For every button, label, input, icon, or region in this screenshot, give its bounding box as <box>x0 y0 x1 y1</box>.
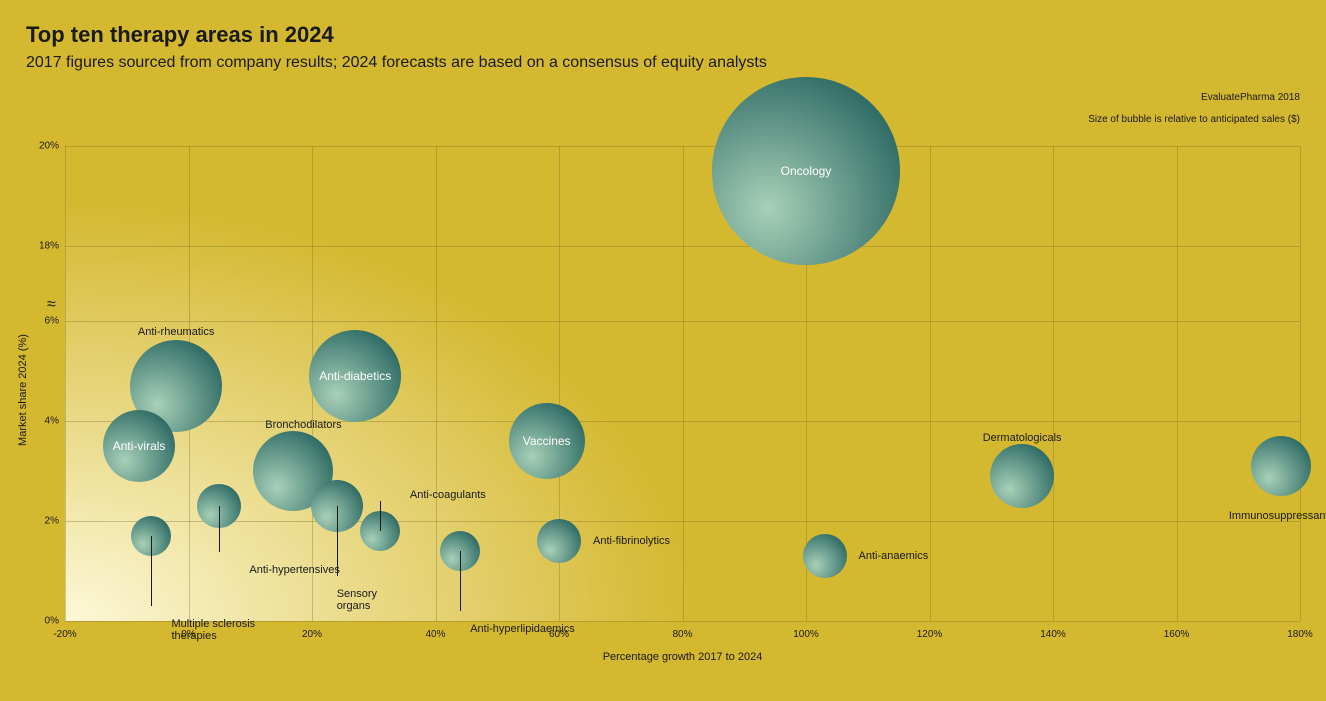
x-tick-label: 80% <box>672 629 692 640</box>
x-tick-label: 160% <box>1164 629 1190 640</box>
gridline-vertical <box>436 146 437 621</box>
bubble-anti-anaemics <box>803 534 847 578</box>
leader-line <box>460 551 461 611</box>
plot-area: Oncology Anti-rheumatics Anti-diabetics Vac… <box>65 146 1300 621</box>
bubble-label: Anti-hypertensives <box>249 564 340 576</box>
bubble-label: Dermatologicals <box>972 432 1072 444</box>
x-axis-label: Percentage growth 2017 to 2024 <box>603 651 763 663</box>
y-tick-label: 6% <box>35 316 59 327</box>
y-tick-label: 18% <box>35 241 59 252</box>
gridline-vertical <box>930 146 931 621</box>
bubble-dermatologicals <box>990 444 1054 508</box>
legend-note: Size of bubble is relative to anticipate… <box>1088 114 1300 125</box>
bubble-anti-fibrinolytics <box>537 519 581 563</box>
gridline-vertical <box>1177 146 1178 621</box>
bubble-label: Anti-virals <box>113 439 166 453</box>
gridline-horizontal <box>65 321 1300 322</box>
gridline-vertical <box>1300 146 1301 621</box>
x-tick-label: 0% <box>181 629 195 640</box>
leader-line <box>219 506 220 552</box>
x-tick-label: 40% <box>425 629 445 640</box>
x-tick-label: 180% <box>1287 629 1313 640</box>
bubble-label: Anti-coagulants <box>410 489 486 501</box>
y-tick-label: 20% <box>35 141 59 152</box>
x-tick-label: 120% <box>917 629 943 640</box>
source-attribution: EvaluatePharma 2018 <box>1201 92 1300 103</box>
y-axis-label: Market share 2024 (%) <box>17 334 29 446</box>
x-tick-label: 100% <box>793 629 819 640</box>
x-tick-label: 20% <box>302 629 322 640</box>
bubble-label: Sensoryorgans <box>337 588 377 612</box>
axis-break-icon: ≈ <box>47 296 52 314</box>
bubble-label: Anti-fibrinolytics <box>593 535 670 547</box>
gridline-vertical <box>65 146 66 621</box>
leader-line <box>151 536 152 606</box>
gridline-horizontal <box>65 421 1300 422</box>
gridline-vertical <box>1053 146 1054 621</box>
x-tick-label: 140% <box>1040 629 1066 640</box>
y-tick-label: 2% <box>35 516 59 527</box>
bubble-label: Anti-rheumatics <box>126 326 226 338</box>
chart-subtitle: 2017 figures sourced from company result… <box>26 54 767 72</box>
bubble-label: Vaccines <box>523 434 571 448</box>
bubble-label: Anti-diabetics <box>319 369 391 383</box>
bubble-label: Immunosuppressants <box>1221 510 1326 522</box>
chart-title: Top ten therapy areas in 2024 <box>26 22 334 48</box>
y-tick-label: 4% <box>35 416 59 427</box>
gridline-vertical <box>683 146 684 621</box>
gridline-horizontal <box>65 146 1300 147</box>
bubble-label: Oncology <box>781 164 832 178</box>
bubble-label: Anti-anaemics <box>859 550 929 562</box>
x-tick-label: 60% <box>549 629 569 640</box>
bubble-label: Bronchodilators <box>253 419 353 431</box>
x-tick-label: -20% <box>53 629 76 640</box>
y-tick-label: 0% <box>35 616 59 627</box>
leader-line <box>380 501 381 531</box>
bubble-immunosuppressants <box>1251 436 1311 496</box>
gridline-horizontal <box>65 246 1300 247</box>
gridline-horizontal <box>65 521 1300 522</box>
